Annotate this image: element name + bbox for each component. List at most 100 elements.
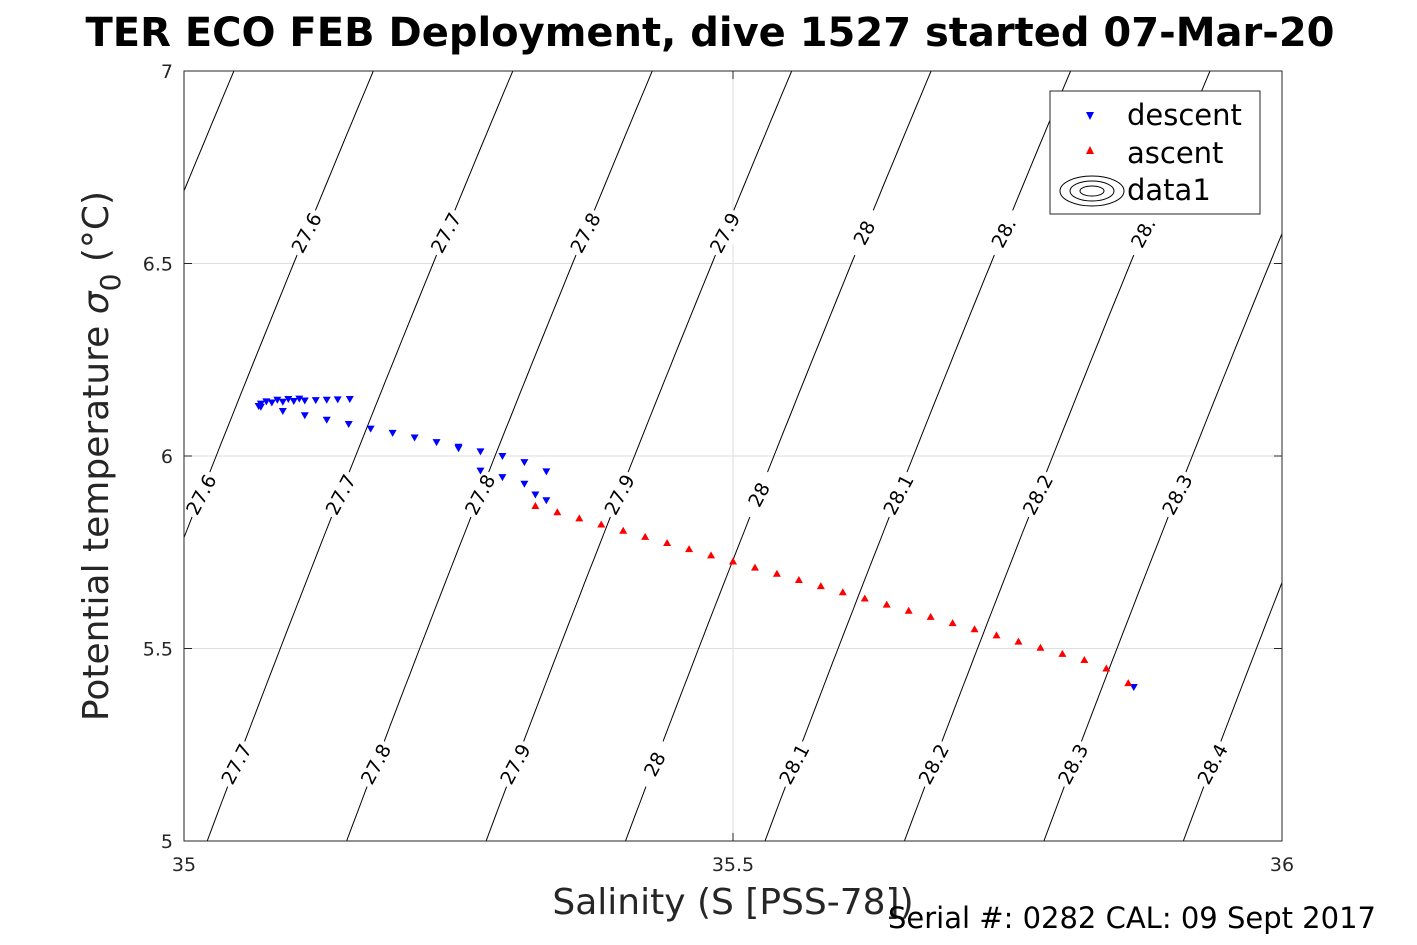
contour-label-bg xyxy=(875,467,921,522)
descent-marker xyxy=(322,396,331,404)
ascent-marker xyxy=(553,508,562,516)
legend-ascent-label: ascent xyxy=(1127,136,1223,170)
descent-marker xyxy=(295,395,304,403)
ascent-marker xyxy=(1080,656,1089,664)
x-tick-label: 35.5 xyxy=(712,854,754,876)
axis-ticks: 35 35.5 36 5 5.5 6 6.5 7 xyxy=(143,61,1294,876)
y-axis-label-subscript: 0 xyxy=(94,274,127,292)
ascent-marker xyxy=(1036,643,1045,651)
contour-label-bg xyxy=(562,205,608,260)
contour-label-bg xyxy=(317,467,364,522)
contour-label-bg xyxy=(457,467,503,522)
y-axis-label-sigma: σ xyxy=(76,290,117,314)
descent-marker xyxy=(289,397,298,405)
descent-marker xyxy=(311,397,320,405)
ascent-marker xyxy=(685,545,694,553)
y-axis-label-text: Potential temperature xyxy=(76,314,117,721)
contour-label-bg xyxy=(701,205,748,260)
ascent-marker xyxy=(1058,649,1067,657)
contour-label-bg xyxy=(596,467,642,522)
y-tick-label: 6 xyxy=(161,446,173,468)
descent-marker xyxy=(498,453,507,460)
ascent-marker xyxy=(838,588,847,596)
ascent-marker xyxy=(948,619,957,627)
ascent-marker xyxy=(531,502,540,510)
ascent-marker xyxy=(970,625,979,633)
legend-contour-icon xyxy=(1059,175,1125,207)
y-axis-label: Potential temperature σ0 (°C) xyxy=(76,191,127,721)
y-tick-label: 6.5 xyxy=(143,254,173,276)
descent-marker xyxy=(345,396,354,404)
descent-marker xyxy=(284,396,293,404)
ascent-marker xyxy=(882,600,891,608)
y-tick-label: 5 xyxy=(161,831,173,853)
descent-marker xyxy=(432,439,441,447)
contour-label-bg xyxy=(422,205,469,260)
isopycnal-line xyxy=(764,71,1072,841)
x-tick-label: 36 xyxy=(1270,854,1294,876)
ascent-marker xyxy=(1124,679,1133,687)
y-tick-label: 7 xyxy=(161,61,173,83)
ascent-marker xyxy=(1102,664,1111,672)
ascent-marker xyxy=(641,532,650,540)
ascent-marker xyxy=(816,582,825,590)
contour-label-bg xyxy=(492,736,538,792)
legend-data1-label: data1 xyxy=(1127,173,1211,207)
isopycnal-line xyxy=(184,71,374,539)
isopycnal-line xyxy=(1182,581,1282,841)
ascent-marker xyxy=(794,575,803,583)
descent-marker xyxy=(256,403,265,411)
descent-marker xyxy=(476,448,485,456)
contour-label-bg xyxy=(1120,205,1166,260)
descent-marker xyxy=(278,398,287,406)
legend-ascent-marker xyxy=(1086,146,1094,154)
descent-marker xyxy=(278,407,287,415)
descent-marker xyxy=(344,421,353,429)
serial-cal-note: Serial #: 0282 CAL: 09 Sept 2017 xyxy=(888,901,1376,935)
isopycnal-line xyxy=(625,71,932,841)
contour-label-bg xyxy=(910,736,957,792)
data-markers xyxy=(254,395,1138,691)
contour-label-bg xyxy=(1014,467,1061,522)
y-tick-label: 5.5 xyxy=(143,639,173,661)
contour-label-bg xyxy=(980,205,1027,260)
isopycnal-line xyxy=(206,71,514,841)
ascent-marker xyxy=(729,557,737,565)
contour-label-bg xyxy=(1189,736,1236,792)
ascent-marker xyxy=(750,563,759,571)
legend: descent ascent data1 xyxy=(1049,90,1261,215)
descent-marker xyxy=(300,397,309,405)
descent-marker xyxy=(531,491,540,499)
contour-label-bg xyxy=(213,736,259,792)
ascent-marker xyxy=(904,606,913,614)
contour-label-bg xyxy=(771,736,817,792)
legend-box xyxy=(1049,90,1261,215)
legend-descent-label: descent xyxy=(1127,98,1242,132)
descent-marker xyxy=(520,459,529,467)
contour-label-bg xyxy=(631,736,678,792)
ascent-marker xyxy=(663,539,672,547)
ascent-marker xyxy=(860,594,869,602)
ascent-marker xyxy=(926,612,935,620)
descent-marker xyxy=(454,445,463,453)
descent-marker xyxy=(366,425,375,433)
contour-label-bg xyxy=(841,205,887,260)
descent-marker xyxy=(520,480,529,488)
ascent-marker xyxy=(619,526,628,534)
descent-marker xyxy=(498,474,507,482)
contour-label-bg xyxy=(283,205,329,260)
ascent-marker xyxy=(1014,637,1023,645)
ascent-marker xyxy=(597,520,606,528)
contour-label-bg xyxy=(178,467,224,522)
isopycnal-line xyxy=(346,71,653,841)
descent-marker xyxy=(476,467,485,475)
x-axis-label: Salinity (S [PSS-78]) xyxy=(552,882,913,923)
contour-label-bg xyxy=(1154,467,1200,522)
descent-marker xyxy=(542,497,551,505)
ascent-marker xyxy=(575,514,584,522)
contour-label-bg xyxy=(352,736,399,792)
descent-marker xyxy=(267,399,276,407)
descent-marker xyxy=(262,398,271,406)
ascent-marker xyxy=(992,631,1001,639)
